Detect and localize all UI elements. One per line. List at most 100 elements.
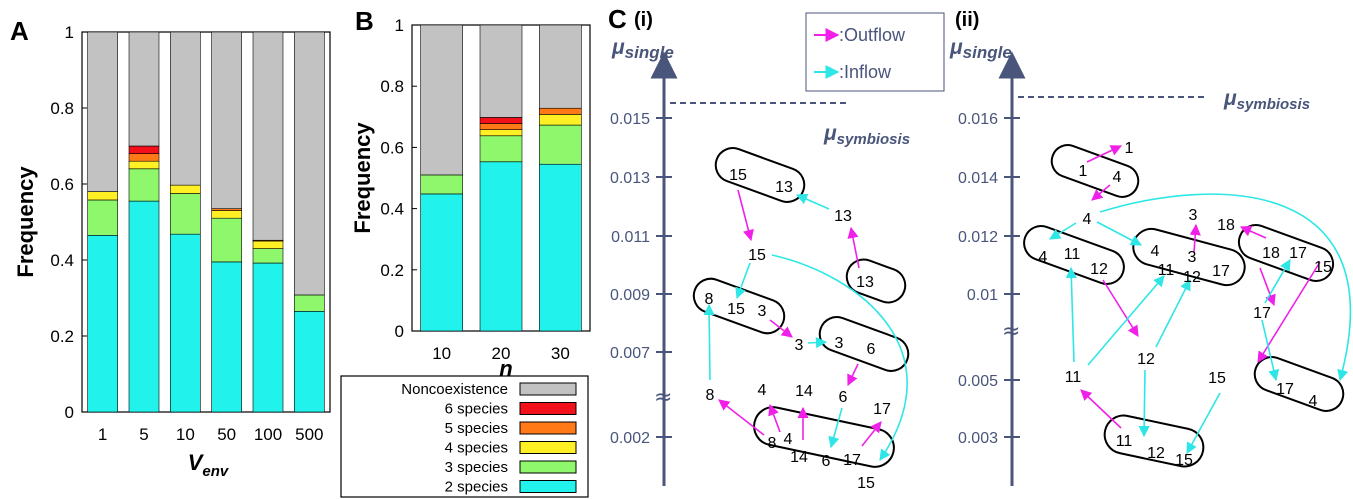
- x-tick-label: 1: [98, 425, 107, 444]
- species-node-3: 3: [758, 303, 767, 320]
- species-node-17: 17: [873, 401, 891, 418]
- panel-a-chart: A 00.20.40.60.81 1 5 10 50 100 500 Frequency …: [10, 16, 331, 480]
- bar-1-2-species: [87, 235, 118, 413]
- species-node-15: 15: [1175, 452, 1193, 469]
- outflow-arrow-ii-2: [1091, 184, 1111, 201]
- legend-items: Noncoexistence 6 species 5 species 4 specie…: [401, 381, 577, 496]
- species-node-13: 13: [775, 179, 793, 196]
- bar-5-4-species: [128, 160, 160, 170]
- legend-label-3-species: 3 species: [445, 459, 508, 476]
- bar-10-noncoexistence: [170, 31, 201, 186]
- bar-20-3-species: [479, 135, 523, 163]
- panel-b-bars: [420, 24, 582, 332]
- bar-100-2-species: [252, 262, 284, 413]
- inflow-arrow-ii-1: [1049, 222, 1077, 240]
- species-node-4: 4: [1151, 243, 1160, 260]
- bar-10-3-species: [170, 193, 201, 235]
- panel-c-sub-i: (i): [634, 9, 653, 31]
- outflow-arrow-ii-1: [1086, 145, 1123, 163]
- inflow-arrow-ii-6: [1087, 275, 1165, 366]
- mu-symbiosis-symbol-ii: μ: [1223, 87, 1237, 110]
- bar-5-2-species: [128, 200, 160, 413]
- y-tick-label: 0: [65, 403, 74, 422]
- panel-c-networks: C (i) (ii) :Outflow :Inflow μsingle μsym…: [608, 4, 1352, 492]
- mu-tick-label: 0.013: [610, 170, 650, 187]
- species-node-18: 18: [1262, 245, 1280, 262]
- bar-1-noncoexistence: [87, 31, 118, 192]
- species-node-15: 15: [729, 167, 747, 184]
- bar-50-2-species: [211, 261, 242, 413]
- inflow-arrow-ii-2: [1096, 221, 1142, 246]
- network-ii: [1023, 144, 1352, 468]
- bar-30-noncoexistence: [539, 24, 582, 109]
- inflow-arrow-i-3: [807, 336, 828, 349]
- species-node-11: 11: [1064, 246, 1081, 263]
- bar-1-4-species: [87, 191, 118, 201]
- axis-i-ticks: 0.015 0.013 0.011 0.009 0.007 0.002: [610, 111, 672, 447]
- inflow-arrow-ii-8: [1138, 369, 1150, 438]
- outflow-arrow-i-4: [847, 363, 859, 387]
- species-node-4: 4: [1083, 211, 1092, 228]
- bar-20-6-species: [479, 117, 523, 124]
- mu-tick-label: 0.01: [967, 287, 998, 304]
- community-box-13: [845, 258, 907, 304]
- axis-break-ii: ≈: [1002, 319, 1020, 344]
- species-node-8: 8: [768, 435, 777, 452]
- legend-swatch-3-species: [519, 460, 577, 474]
- mu-tick-label: 0.011: [611, 229, 650, 246]
- community-box-3-6: [818, 316, 910, 372]
- panel-b-x-axis-label: n: [499, 356, 512, 381]
- panel-a-plot-frame: [81, 31, 331, 413]
- species-node-13: 13: [856, 274, 874, 291]
- species-node-12: 12: [1090, 261, 1108, 278]
- bar-20-noncoexistence: [479, 24, 523, 118]
- y-tick-label: 0.6: [380, 138, 404, 157]
- y-tick-label: 0.6: [50, 175, 74, 194]
- panel-b-x-ticks: 10 20 30: [432, 344, 570, 363]
- inflow-arrow-ii-7: [1155, 279, 1191, 348]
- mu-tick-label: 0.014: [958, 170, 998, 187]
- species-node-6: 6: [839, 389, 848, 406]
- axis-break-i: ≈: [654, 385, 672, 410]
- x-tick-label: 100: [254, 425, 282, 444]
- flow-legend: :Outflow :Inflow: [805, 12, 945, 92]
- mu-tick-label: 0.003: [958, 430, 998, 447]
- bar-30-5-species: [539, 107, 582, 115]
- mu-symbiosis-sub-ii: symbiosis: [1237, 96, 1310, 113]
- species-node-17: 17: [1212, 263, 1230, 280]
- species-node-18: 18: [1217, 217, 1235, 234]
- bar-5-6-species: [128, 145, 160, 154]
- mu-single-sub-ii: single: [963, 43, 1012, 62]
- panel-a-x-axis-subscript: env: [202, 463, 230, 480]
- species-legend: Noncoexistence 6 species 5 species 4 specie…: [340, 375, 589, 498]
- inflow-arrow-i-2: [735, 262, 751, 300]
- outflow-arrow-i-6: [768, 403, 781, 433]
- bar-10-2-species: [420, 193, 463, 332]
- outflow-arrow-ii-4: [1259, 267, 1276, 307]
- legend-label-2-species: 2 species: [445, 479, 508, 496]
- mu-tick-label: 0.012: [958, 229, 998, 246]
- y-tick-label: 1: [65, 23, 74, 42]
- panel-a-letter: A: [10, 16, 29, 46]
- y-tick-label: 0: [395, 322, 404, 341]
- species-node-4: 4: [1113, 169, 1122, 186]
- mu-symbiosis-sub-i: symbiosis: [837, 131, 910, 148]
- species-node-13: 13: [834, 208, 852, 225]
- legend-frame: [340, 375, 589, 498]
- species-node-1: 1: [1125, 140, 1134, 157]
- mu-tick-label: 0.007: [610, 345, 650, 362]
- bar-50-4-species: [211, 210, 242, 219]
- axis-ii: μsingle μsymbiosis 0.0160.0140.0120.010.…: [949, 36, 1310, 486]
- inflow-arrow-ii-5: [1065, 266, 1077, 363]
- outflow-arrow-ii-5: [1239, 225, 1267, 239]
- bar-5-5-species: [128, 153, 160, 162]
- outflow-arrow-ii-3: [1189, 223, 1201, 253]
- species-node-3: 3: [795, 337, 804, 354]
- species-node-12: 12: [1147, 445, 1165, 462]
- mu-symbiosis-label-ii: μsymbiosis: [1223, 87, 1310, 113]
- bar-50-noncoexistence: [211, 31, 242, 209]
- mu-single-symbol-i: μ: [611, 36, 625, 59]
- axis-i: μsingle μsymbiosis 0.0150.0130.0110.0090…: [610, 36, 910, 486]
